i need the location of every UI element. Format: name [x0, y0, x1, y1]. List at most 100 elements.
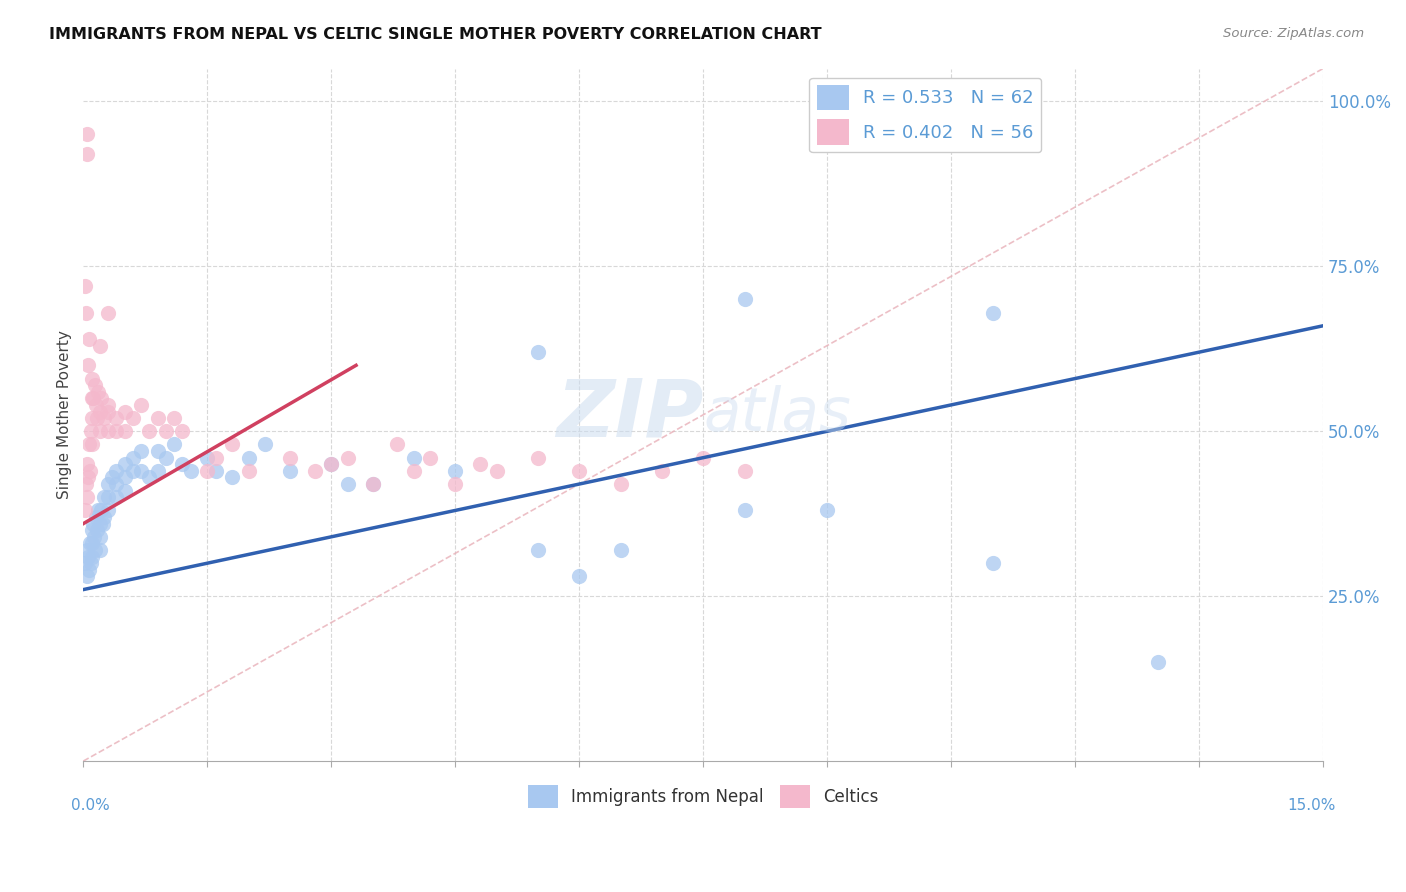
Point — [97, 425, 120, 439]
Point — [336, 450, 359, 465]
Point — [89, 530, 111, 544]
Point — [146, 444, 169, 458]
Point — [73, 279, 96, 293]
Point — [304, 464, 326, 478]
Point — [468, 457, 491, 471]
Point — [527, 450, 550, 465]
Point — [221, 437, 243, 451]
Point — [402, 464, 425, 478]
Point — [84, 510, 107, 524]
Point — [83, 530, 105, 544]
Point — [89, 543, 111, 558]
Point — [122, 411, 145, 425]
Point — [321, 457, 343, 471]
Point — [734, 293, 756, 307]
Point — [84, 398, 107, 412]
Point — [734, 464, 756, 478]
Point — [254, 437, 277, 451]
Point — [79, 464, 101, 478]
Point — [77, 437, 100, 451]
Point — [527, 345, 550, 359]
Point — [163, 411, 186, 425]
Point — [89, 516, 111, 531]
Point — [76, 543, 98, 558]
Point — [444, 464, 467, 478]
Y-axis label: Single Mother Poverty: Single Mother Poverty — [58, 330, 72, 500]
Point — [77, 563, 100, 577]
Point — [77, 359, 100, 373]
Point — [114, 483, 136, 498]
Point — [105, 411, 128, 425]
Point — [122, 464, 145, 478]
Point — [93, 411, 115, 425]
Point — [692, 450, 714, 465]
Point — [75, 305, 97, 319]
Point — [163, 437, 186, 451]
Point — [76, 490, 98, 504]
Point — [76, 457, 98, 471]
Point — [129, 444, 152, 458]
Point — [80, 371, 103, 385]
Point — [97, 490, 120, 504]
Point — [138, 425, 160, 439]
Point — [80, 411, 103, 425]
Point — [90, 392, 112, 406]
Point — [172, 457, 194, 471]
Point — [321, 457, 343, 471]
Point — [97, 398, 120, 412]
Point — [138, 470, 160, 484]
Point — [402, 450, 425, 465]
Point — [76, 128, 98, 142]
Point — [80, 437, 103, 451]
Point — [97, 404, 120, 418]
Point — [146, 411, 169, 425]
Point — [1146, 655, 1168, 669]
Point — [221, 470, 243, 484]
Point — [204, 464, 226, 478]
Text: ZIP: ZIP — [555, 376, 703, 454]
Point — [97, 305, 120, 319]
Point — [278, 464, 301, 478]
Point — [336, 477, 359, 491]
Text: Source: ZipAtlas.com: Source: ZipAtlas.com — [1223, 27, 1364, 40]
Point — [87, 384, 110, 399]
Point — [195, 450, 218, 465]
Text: 0.0%: 0.0% — [70, 797, 110, 813]
Point — [172, 425, 194, 439]
Point — [155, 425, 177, 439]
Point — [86, 523, 108, 537]
Point — [815, 503, 838, 517]
Text: IMMIGRANTS FROM NEPAL VS CELTIC SINGLE MOTHER POVERTY CORRELATION CHART: IMMIGRANTS FROM NEPAL VS CELTIC SINGLE M… — [49, 27, 823, 42]
Legend: Immigrants from Nepal, Celtics: Immigrants from Nepal, Celtics — [522, 778, 886, 815]
Text: 15.0%: 15.0% — [1286, 797, 1336, 813]
Point — [114, 425, 136, 439]
Point — [609, 477, 631, 491]
Point — [101, 470, 124, 484]
Point — [77, 549, 100, 564]
Point — [568, 464, 591, 478]
Point — [75, 477, 97, 491]
Point — [93, 510, 115, 524]
Point — [105, 477, 128, 491]
Point — [485, 464, 508, 478]
Point — [122, 450, 145, 465]
Point — [80, 392, 103, 406]
Point — [568, 569, 591, 583]
Point — [80, 549, 103, 564]
Point — [97, 503, 120, 517]
Point — [89, 404, 111, 418]
Point — [180, 464, 202, 478]
Point — [361, 477, 384, 491]
Point — [76, 147, 98, 161]
Point — [77, 470, 100, 484]
Point — [80, 523, 103, 537]
Point — [90, 503, 112, 517]
Point — [195, 464, 218, 478]
Point — [155, 450, 177, 465]
Point — [387, 437, 409, 451]
Point — [86, 411, 108, 425]
Point — [93, 490, 115, 504]
Point — [419, 450, 441, 465]
Point — [734, 503, 756, 517]
Point — [83, 543, 105, 558]
